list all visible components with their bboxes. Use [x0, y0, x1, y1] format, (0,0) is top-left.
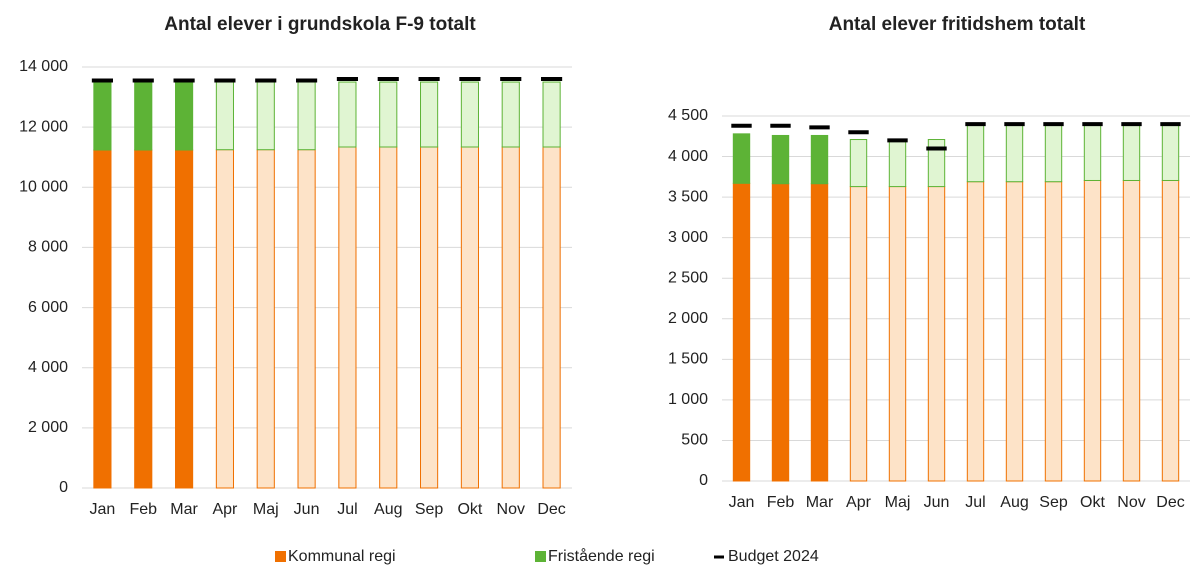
x-tick-label: Jun: [924, 494, 950, 511]
legend-label: Fristående regi: [548, 547, 655, 565]
x-tick-label: Jan: [90, 501, 116, 518]
bar-segment: [849, 186, 868, 482]
y-tick-label: 6 000: [28, 299, 68, 316]
x-tick-label: Jul: [965, 494, 985, 511]
x-tick-label: Aug: [1000, 494, 1028, 511]
bar-segment: [771, 134, 790, 185]
y-tick-label: 1 000: [668, 391, 708, 408]
legend-swatch: [535, 551, 546, 562]
bar-segment: [420, 81, 439, 148]
bar-segment: [888, 139, 907, 188]
bar-segment: [966, 124, 985, 183]
bar-segment: [1044, 181, 1063, 482]
bar-segment: [1122, 179, 1141, 482]
y-tick-label: 12 000: [19, 118, 68, 135]
bar-segment: [810, 183, 829, 482]
bar-segment: [732, 182, 751, 482]
chart-title: Antal elever i grundskola F-9 totalt: [164, 14, 476, 35]
legend-swatch: [275, 551, 286, 562]
bar-segment: [297, 81, 316, 151]
bar-segment: [338, 81, 357, 148]
bar-segment: [338, 146, 357, 489]
bar-segment: [379, 146, 398, 489]
bar-segment: [1083, 179, 1102, 482]
bar-segment: [966, 181, 985, 482]
y-tick-label: 4 500: [668, 107, 708, 124]
x-tick-label: Sep: [1039, 494, 1068, 511]
y-tick-label: 8 000: [28, 239, 68, 256]
y-tick-label: 0: [59, 479, 68, 496]
x-tick-label: Maj: [885, 494, 911, 511]
y-tick-label: 2 500: [668, 269, 708, 286]
y-tick-label: 0: [699, 472, 708, 489]
x-tick-label: Mar: [806, 494, 834, 511]
x-tick-label: Aug: [374, 501, 402, 518]
bar-segment: [849, 139, 868, 188]
x-tick-label: Mar: [170, 501, 198, 518]
bar-segment: [771, 183, 790, 482]
bar-segment: [1161, 179, 1180, 482]
y-tick-label: 3 000: [668, 229, 708, 246]
bar-segment: [215, 81, 234, 151]
legend-label: Kommunal regi: [288, 548, 396, 565]
bar-segment: [1005, 181, 1024, 482]
bar-segment: [134, 149, 153, 489]
x-tick-label: Nov: [497, 501, 525, 518]
y-tick-label: 2 000: [28, 419, 68, 436]
bar-segment: [810, 134, 829, 185]
bar-segment: [134, 81, 153, 151]
x-tick-label: Nov: [1117, 494, 1145, 511]
bar-segment: [460, 81, 479, 148]
x-tick-label: Apr: [212, 501, 238, 518]
x-tick-label: Jul: [337, 501, 357, 518]
y-tick-label: 14 000: [19, 58, 68, 75]
bar-segment: [888, 186, 907, 482]
y-tick-label: 1 500: [668, 351, 708, 368]
bar-segment: [1122, 124, 1141, 181]
bar-segment: [256, 149, 275, 489]
bar-segment: [93, 81, 112, 151]
bar-segment: [542, 81, 561, 148]
x-tick-label: Feb: [767, 494, 795, 511]
bar-segment: [1083, 124, 1102, 181]
bar-segment: [542, 146, 561, 489]
x-tick-label: Sep: [415, 501, 444, 518]
x-tick-label: Maj: [253, 501, 279, 518]
bar-segment: [297, 149, 316, 489]
bar-segment: [1005, 124, 1024, 183]
x-tick-label: Feb: [129, 501, 157, 518]
legend-label: Budget 2024: [728, 548, 819, 565]
bar-segment: [215, 149, 234, 489]
x-tick-label: Jun: [294, 501, 320, 518]
bar-segment: [501, 146, 520, 489]
bar-segment: [175, 149, 194, 489]
y-tick-label: 3 500: [668, 188, 708, 205]
x-tick-label: Dec: [537, 501, 565, 518]
bar-segment: [460, 146, 479, 489]
y-tick-label: 10 000: [19, 179, 68, 196]
bar-segment: [732, 133, 751, 184]
x-tick-label: Jan: [729, 494, 755, 511]
bar-segment: [927, 139, 946, 188]
x-tick-label: Okt: [1080, 494, 1105, 511]
bar-segment: [175, 81, 194, 151]
bar-segment: [927, 186, 946, 482]
x-tick-label: Apr: [846, 494, 872, 511]
chart-title: Antal elever fritidshem totalt: [829, 14, 1086, 35]
bar-segment: [256, 81, 275, 151]
bar-segment: [379, 81, 398, 148]
bar-segment: [501, 81, 520, 148]
bar-segment: [1161, 124, 1180, 181]
x-tick-label: Okt: [457, 501, 482, 518]
bar-segment: [93, 149, 112, 489]
y-tick-label: 2 000: [668, 310, 708, 327]
bar-segment: [420, 146, 439, 489]
y-tick-label: 4 000: [668, 148, 708, 165]
y-tick-label: 500: [681, 432, 708, 449]
x-tick-label: Dec: [1156, 494, 1184, 511]
y-tick-label: 4 000: [28, 359, 68, 376]
bar-segment: [1044, 124, 1063, 183]
